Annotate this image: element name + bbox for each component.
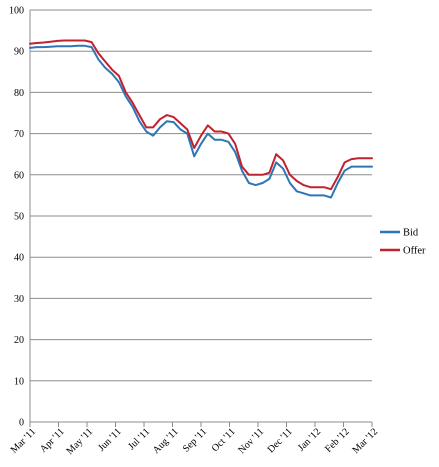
y-tick-label: 30 (14, 294, 24, 305)
y-tick-label: 0 (19, 418, 24, 429)
x-tick-label: Oct '11 (210, 426, 238, 454)
y-tick-label: 80 (14, 88, 24, 99)
x-tick-label: Apr '11 (38, 426, 67, 455)
y-tick-label: 90 (14, 47, 24, 58)
x-tick-label: May '11 (65, 426, 96, 457)
legend: Bid Offer (380, 228, 426, 257)
x-tick-label: Nov '11 (236, 426, 266, 456)
x-tick-label: Jun '11 (96, 426, 123, 453)
legend-label-bid: Bid (403, 228, 419, 239)
y-tick-label: 70 (14, 129, 24, 140)
series-line-offer (30, 41, 372, 190)
y-tick-label: 50 (14, 212, 24, 223)
x-tick-label: Mar '11 (9, 426, 38, 455)
x-tick-label: Mar '12 (350, 426, 380, 456)
x-tick-label: Jan '12 (296, 426, 323, 453)
y-tick-label: 60 (14, 170, 24, 181)
series-lines (30, 40, 372, 197)
y-tick-label: 40 (14, 253, 24, 264)
gridlines (30, 10, 372, 422)
x-tick-label: Dec '11 (266, 426, 295, 455)
y-tick-label: 10 (14, 376, 24, 387)
x-tick-label: Aug '11 (151, 426, 181, 456)
y-tick-label: 100 (9, 6, 24, 17)
legend-label-offer: Offer (403, 246, 426, 257)
x-tick-label: Sep '11 (181, 426, 209, 454)
y-tick-label: 20 (14, 335, 24, 346)
x-tick-label: Feb '12 (323, 426, 352, 455)
x-tick-label: Jul '11 (126, 426, 152, 452)
